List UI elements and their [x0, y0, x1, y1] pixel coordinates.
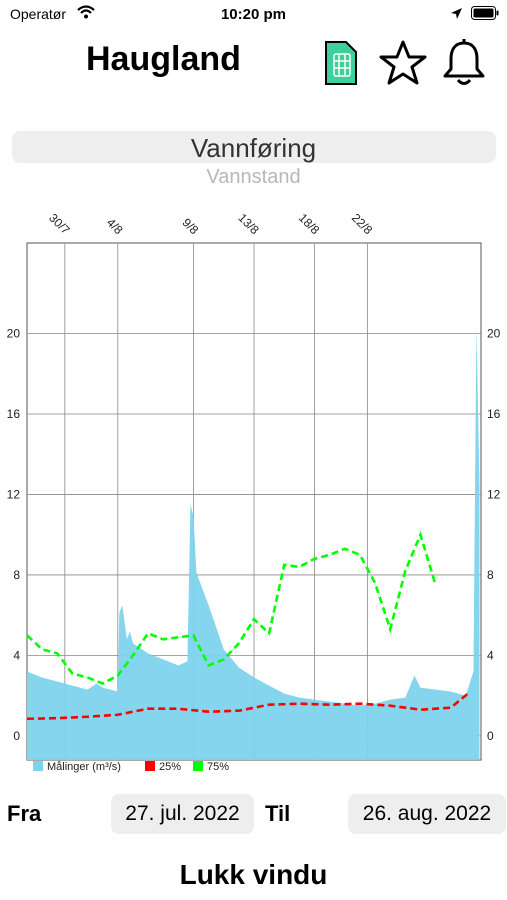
- y-tick-label-left: 8: [13, 568, 20, 582]
- x-tick-label: 13/8: [235, 211, 262, 238]
- x-tick-label: 30/7: [46, 211, 73, 238]
- legend-label: 25%: [159, 761, 181, 773]
- status-bar: Operatør 10:20 pm: [0, 0, 507, 28]
- y-tick-label-left: 4: [13, 648, 20, 662]
- wifi-icon: [77, 5, 95, 19]
- measurements-area: [27, 325, 480, 760]
- y-tick-label-left: 20: [7, 327, 21, 341]
- location-arrow-icon: [451, 8, 462, 19]
- to-label: Til: [265, 801, 291, 826]
- close-window-button[interactable]: Lukk vindu: [179, 859, 328, 890]
- from-date-picker[interactable]: 27. jul. 2022: [111, 794, 254, 834]
- y-tick-label-right: 16: [487, 407, 501, 421]
- legend-swatch: [193, 761, 203, 771]
- legend-label: 75%: [207, 761, 229, 773]
- picker-selected-option[interactable]: Vannføring: [190, 133, 317, 163]
- y-tick-label-left: 12: [7, 487, 21, 501]
- picker-next-option[interactable]: Vannstand: [206, 166, 301, 186]
- percentile-75-line: [26, 530, 437, 685]
- page-title: Haugland: [86, 40, 241, 78]
- bell-icon[interactable]: [441, 36, 487, 88]
- measurement-picker[interactable]: [12, 131, 496, 163]
- y-tick-label-right: 8: [487, 568, 494, 582]
- y-tick-label-left: 16: [7, 407, 21, 421]
- discharge-chart: 30/7 4/8 9/8 13/8 18/8 22/8 0 0 4 4 8 8 12 12 16 16 20 20…: [7, 211, 501, 773]
- x-tick-label: 4/8: [104, 215, 126, 237]
- legend-swatch: [145, 761, 155, 771]
- x-tick-label: 9/8: [180, 215, 202, 237]
- x-tick-label: 18/8: [296, 211, 323, 238]
- y-tick-label-right: 20: [487, 327, 501, 341]
- carrier-name: Operatør: [10, 6, 67, 22]
- y-tick-label-right: 12: [487, 487, 501, 501]
- percentile-25-line: [26, 690, 472, 721]
- from-label: Fra: [7, 801, 42, 826]
- battery-icon: [471, 6, 499, 20]
- y-tick-label-right: 0: [487, 729, 494, 743]
- y-tick-label-left: 0: [13, 729, 20, 743]
- clock: 10:20 pm: [220, 6, 287, 23]
- y-tick-label-right: 4: [487, 648, 494, 662]
- to-date-picker[interactable]: 26. aug. 2022: [348, 794, 506, 834]
- x-tick-label: 22/8: [349, 211, 376, 238]
- sim-card-icon[interactable]: [322, 40, 358, 86]
- legend-label: Målinger (m³/s): [47, 761, 121, 773]
- star-icon[interactable]: [378, 39, 428, 87]
- legend-swatch: [33, 761, 43, 771]
